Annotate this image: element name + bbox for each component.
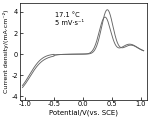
Y-axis label: Current density/(mA·cm⁻²): Current density/(mA·cm⁻²) <box>3 10 9 93</box>
X-axis label: Potential/V(vs. SCE): Potential/V(vs. SCE) <box>49 109 118 116</box>
Text: 17.1 °C
5 mV·s⁻¹: 17.1 °C 5 mV·s⁻¹ <box>55 12 84 26</box>
